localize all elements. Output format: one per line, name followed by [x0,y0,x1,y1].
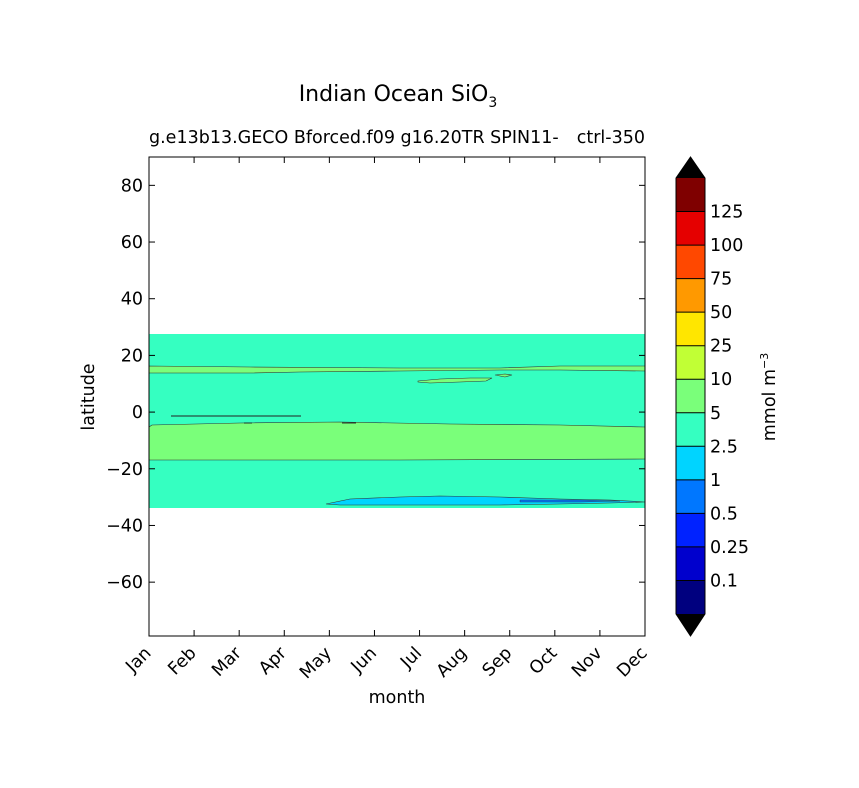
x-tick-label: May [296,643,336,683]
southern-patch-inner [519,499,621,503]
colorbar-outline [675,156,706,637]
plot-frame [148,156,646,637]
y-axis-label: latitude [79,363,99,430]
x-tick-label: Sep [479,643,516,680]
colorbar-segment [676,312,705,346]
colorbar-segment [676,546,705,581]
colorbar-segment [676,178,705,212]
colorbar-tick-label: 2.5 [710,437,738,457]
x-axis-label: month [369,688,426,708]
colorbar-tick-label: 0.25 [710,538,749,558]
x-tick-label: Nov [568,643,606,681]
colorbar-label-exponent: −3 [758,353,771,369]
colorbar-segment [676,345,705,380]
colorbar-tick-label: 125 [710,203,743,223]
y-tick-label: 40 [121,290,143,310]
x-tick-label: Feb [165,643,201,679]
colorbar-tick-label: 0.5 [710,504,738,524]
chart-title: Indian Ocean SiO3 [299,82,498,111]
chart-title-subscript: 3 [488,95,497,111]
y-tick-label: 60 [121,233,143,253]
colorbar-tick-label: 10 [710,370,732,390]
colorbar-segment [676,211,705,246]
subtitle-right: ctrl-350 [577,128,645,148]
x-tick-label: Aug [433,643,471,681]
colorbar-tick-label: 1 [710,471,721,491]
northern-patch-small [494,373,513,378]
plot-area [148,156,646,637]
x-tick-label: Jan [122,643,156,677]
x-tick-label: Mar [208,643,246,681]
subtitle-left: g.e13b13.GECO Bforced.f09 g16.20TR SPIN1… [149,128,559,148]
colorbar-tick-label: 100 [710,236,743,256]
y-tick-label: 80 [121,176,143,196]
colorbar-tick-label: 25 [710,337,732,357]
colorbar-extend-low [676,614,705,636]
colorbar-tick-label: 5 [710,404,721,424]
x-tick-label: Oct [526,643,562,679]
y-tick-label: 0 [132,403,143,423]
y-axis: 80 60 40 20 0 −20 −40 −60 [106,176,645,593]
colorbar-segment [676,412,705,447]
field-2.5-to-5 [149,334,645,508]
y-tick-label: 20 [121,346,143,366]
equatorial-band-5-to-10 [148,421,646,461]
x-tick-label: Jun [347,643,381,677]
colorbar-segment [676,513,705,547]
chart-title-main: Indian Ocean SiO [299,82,489,107]
colorbar-segment [676,245,705,279]
y-tick-label: −40 [106,516,143,536]
colorbar-tick-label: 0.1 [710,571,738,591]
colorbar-label: mmol m−3 [758,353,780,442]
colorbar-tick-label: 75 [710,270,732,290]
colorbar-segment [676,278,705,313]
colorbar-extend-high [676,157,705,178]
colorbar-segment [676,446,705,480]
colorbar-segment [676,379,705,413]
colorbar: 0.1 0.25 0.5 1 2.5 5 10 25 50 75 100 125 [675,156,749,637]
y-tick-label: −60 [106,573,143,593]
northern-band-5-to-10 [148,365,646,374]
colorbar-tick-label: 50 [710,303,732,323]
colorbar-segment [676,479,705,514]
x-tick-label: Dec [613,643,651,681]
colorbar-segment [676,580,705,614]
colorbar-label-text: mmol m [760,369,780,441]
x-tick-label: Jul [396,643,426,673]
northern-patch-5-to-10 [417,377,493,384]
y-tick-label: −20 [106,460,143,480]
x-tick-label: Apr [255,643,291,679]
